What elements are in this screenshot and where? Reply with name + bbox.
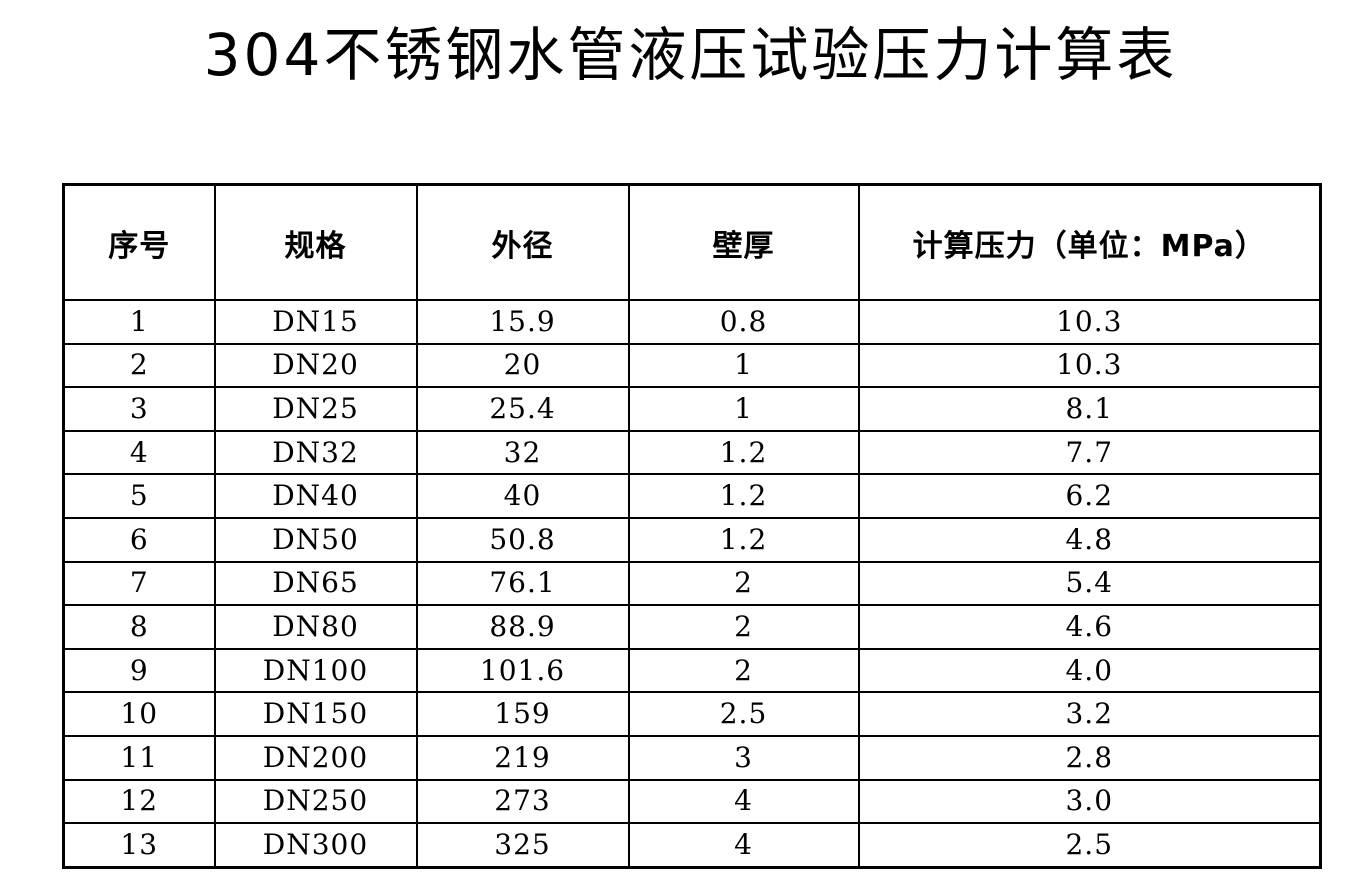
- cell-wall: 1: [627, 342, 860, 389]
- cell-pressure: 7.7: [857, 429, 1322, 476]
- table-row: 9 DN100 101.6 2 4.0: [62, 647, 1322, 694]
- table-row: 13 DN300 325 4 2.5: [62, 822, 1322, 869]
- table-row: 1 DN15 15.9 0.8 10.3: [62, 299, 1322, 345]
- cell-seq: 10: [62, 691, 216, 737]
- cell-seq: 6: [62, 516, 216, 563]
- cell-spec: DN40: [213, 473, 418, 519]
- cell-pressure: 3.2: [857, 691, 1322, 737]
- cell-wall: 1.2: [627, 516, 860, 563]
- cell-spec: DN150: [213, 691, 418, 737]
- cell-pressure: 2.5: [857, 822, 1322, 869]
- cell-wall: 1: [627, 386, 860, 432]
- cell-spec: DN20: [213, 342, 418, 389]
- cell-pressure: 8.1: [857, 386, 1322, 432]
- cell-pressure: 2.8: [857, 734, 1322, 781]
- page-title: 304不锈钢水管液压试验压力计算表: [203, 21, 1178, 89]
- column-header-spec: 规格: [213, 183, 418, 301]
- cell-wall: 2: [627, 647, 860, 694]
- cell-spec: DN65: [213, 560, 418, 607]
- cell-wall: 4: [627, 778, 860, 825]
- table-row: 4 DN32 32 1.2 7.7: [62, 429, 1322, 476]
- cell-spec: DN15: [213, 299, 418, 345]
- cell-pressure: 6.2: [857, 473, 1322, 519]
- cell-spec: DN200: [213, 734, 418, 781]
- cell-seq: 2: [62, 342, 216, 389]
- cell-seq: 11: [62, 734, 216, 781]
- cell-spec: DN100: [213, 647, 418, 694]
- cell-seq: 9: [62, 647, 216, 694]
- cell-od: 76.1: [415, 560, 630, 607]
- cell-wall: 1.2: [627, 429, 860, 476]
- cell-od: 20: [415, 342, 630, 389]
- cell-pressure: 4.0: [857, 647, 1322, 694]
- cell-wall: 2.5: [627, 691, 860, 737]
- cell-pressure: 3.0: [857, 778, 1322, 825]
- cell-od: 273: [415, 778, 630, 825]
- cell-spec: DN25: [213, 386, 418, 432]
- column-header-wall: 壁厚: [627, 183, 860, 301]
- table-row: 12 DN250 273 4 3.0: [62, 778, 1322, 825]
- column-header-pressure: 计算压力（单位：MPa）: [857, 183, 1322, 301]
- cell-wall: 1.2: [627, 473, 860, 519]
- cell-seq: 3: [62, 386, 216, 432]
- cell-od: 15.9: [415, 299, 630, 345]
- column-header-od: 外径: [415, 183, 630, 301]
- table-row: 3 DN25 25.4 1 8.1: [62, 386, 1322, 432]
- cell-seq: 1: [62, 299, 216, 345]
- cell-od: 101.6: [415, 647, 630, 694]
- cell-od: 325: [415, 822, 630, 869]
- cell-wall: 2: [627, 604, 860, 650]
- cell-seq: 13: [62, 822, 216, 869]
- cell-pressure: 4.8: [857, 516, 1322, 563]
- cell-od: 40: [415, 473, 630, 519]
- table-body: 1 DN15 15.9 0.8 10.3 2 DN20 20 1 10.3 3 DN25 25.4 1 8.…: [62, 299, 1322, 869]
- cell-seq: 4: [62, 429, 216, 476]
- cell-pressure: 4.6: [857, 604, 1322, 650]
- cell-od: 25.4: [415, 386, 630, 432]
- cell-spec: DN300: [213, 822, 418, 869]
- cell-pressure: 5.4: [857, 560, 1322, 607]
- cell-wall: 0.8: [627, 299, 860, 345]
- cell-spec: DN80: [213, 604, 418, 650]
- pressure-calc-table: 序号 规格 外径 壁厚 计算压力（单位：MPa） 1 DN15 15.9 0.8 10.…: [62, 183, 1322, 869]
- cell-seq: 12: [62, 778, 216, 825]
- table-row: 6 DN50 50.8 1.2 4.8: [62, 516, 1322, 563]
- cell-seq: 7: [62, 560, 216, 607]
- table-row: 2 DN20 20 1 10.3: [62, 342, 1322, 389]
- table-row: 11 DN200 219 3 2.8: [62, 734, 1322, 781]
- cell-od: 88.9: [415, 604, 630, 650]
- column-header-seq: 序号: [62, 183, 216, 301]
- cell-wall: 2: [627, 560, 860, 607]
- table-row: 7 DN65 76.1 2 5.4: [62, 560, 1322, 607]
- cell-pressure: 10.3: [857, 299, 1322, 345]
- cell-seq: 5: [62, 473, 216, 519]
- cell-od: 50.8: [415, 516, 630, 563]
- table-row: 10 DN150 159 2.5 3.2: [62, 691, 1322, 737]
- cell-spec: DN250: [213, 778, 418, 825]
- cell-od: 32: [415, 429, 630, 476]
- cell-pressure: 10.3: [857, 342, 1322, 389]
- cell-od: 219: [415, 734, 630, 781]
- table-header-row: 序号 规格 外径 壁厚 计算压力（单位：MPa）: [62, 183, 1322, 301]
- cell-wall: 4: [627, 822, 860, 869]
- table-row: 5 DN40 40 1.2 6.2: [62, 473, 1322, 519]
- cell-od: 159: [415, 691, 630, 737]
- cell-seq: 8: [62, 604, 216, 650]
- cell-spec: DN32: [213, 429, 418, 476]
- table-row: 8 DN80 88.9 2 4.6: [62, 604, 1322, 650]
- cell-wall: 3: [627, 734, 860, 781]
- cell-spec: DN50: [213, 516, 418, 563]
